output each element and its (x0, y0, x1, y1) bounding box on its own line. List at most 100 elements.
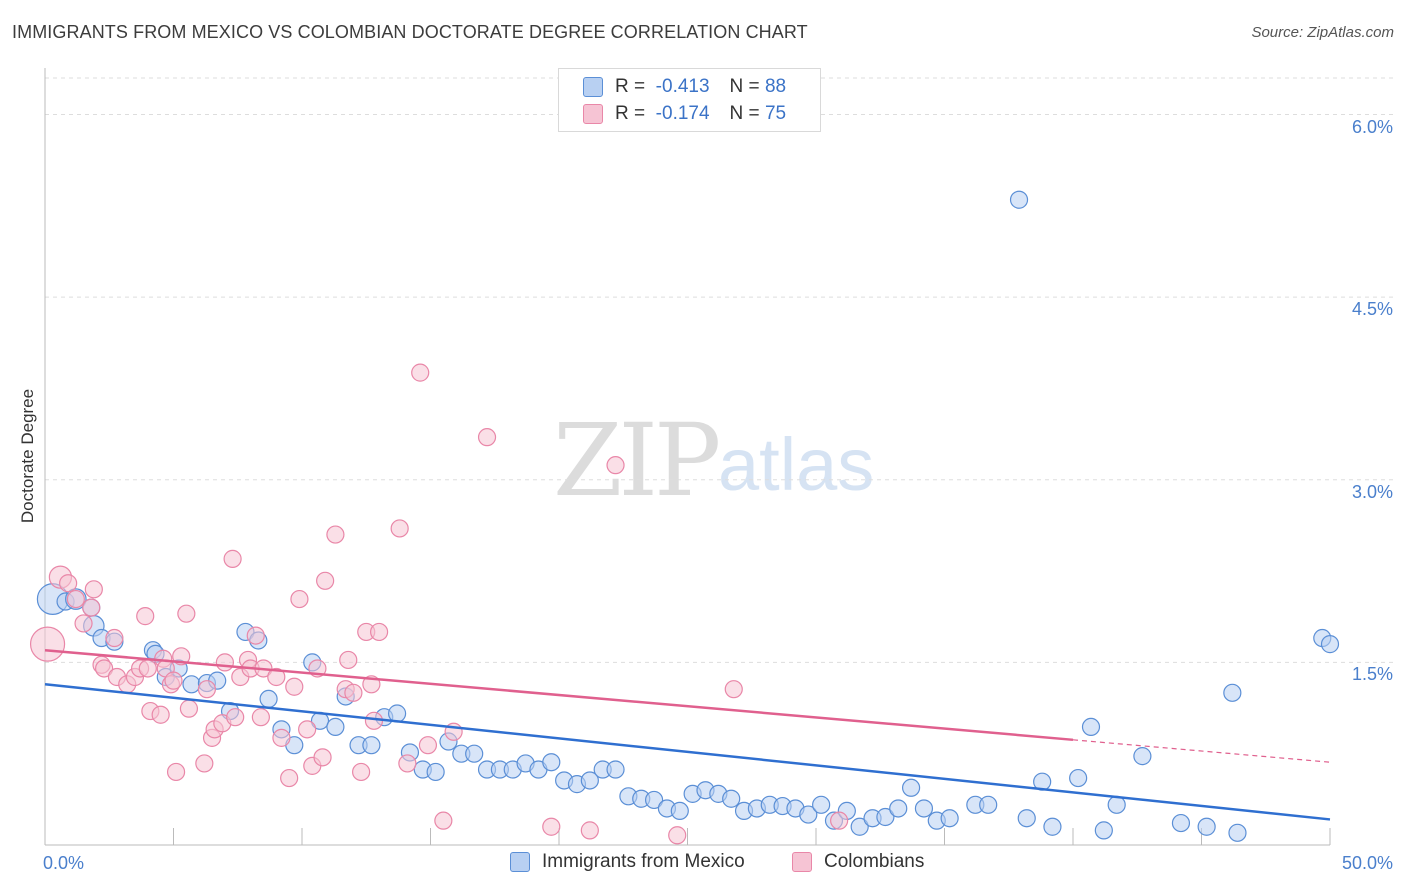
point-colombians (285, 677, 304, 696)
point-colombians (84, 580, 103, 599)
watermark-zip: ZIP (553, 402, 721, 519)
point-mexico (799, 805, 818, 824)
point-mexico (1043, 817, 1062, 836)
legend-swatch-mexico (583, 77, 603, 97)
point-colombians (95, 659, 114, 678)
point-colombians (352, 762, 371, 782)
point-mexico (580, 771, 599, 790)
point-colombians (166, 762, 186, 782)
bottom-legend-label-colombians: Colombians (824, 851, 925, 872)
point-colombians (29, 626, 66, 662)
point-colombians (326, 525, 345, 544)
legend-n-label: N = (729, 103, 760, 124)
point-mexico (606, 760, 625, 779)
chart-title: IMMIGRANTS FROM MEXICO VS COLOMBIAN DOCT… (12, 22, 808, 42)
point-colombians (223, 549, 242, 568)
bottom-legend-colombians: Colombians (792, 851, 924, 873)
point-colombians (164, 671, 183, 690)
legend-r-label: R = (615, 103, 646, 124)
point-colombians (344, 683, 363, 702)
point-mexico (182, 675, 201, 694)
point-mexico (979, 795, 998, 814)
point-mexico (326, 717, 345, 737)
point-colombians (398, 754, 417, 773)
point-colombians (74, 614, 93, 633)
legend-swatch-colombians (583, 104, 603, 124)
point-mexico (644, 790, 664, 810)
point-mexico (876, 807, 895, 827)
legend-row-colombians: R = -0.174 N = 75 (583, 101, 787, 127)
point-colombians (179, 699, 199, 718)
point-mexico (722, 789, 741, 808)
point-mexico (1017, 809, 1036, 828)
point-mexico (1223, 683, 1242, 702)
point-colombians (82, 598, 101, 617)
point-colombians (606, 456, 625, 475)
legend-n-label: N = (729, 76, 760, 97)
point-mexico (812, 795, 831, 814)
point-colombians (316, 571, 335, 590)
point-mexico (889, 799, 908, 818)
point-colombians (298, 720, 317, 739)
point-colombians (105, 628, 124, 648)
point-colombians (215, 653, 234, 672)
point-colombians (136, 607, 155, 626)
point-mexico (1094, 821, 1113, 840)
point-colombians (411, 363, 430, 382)
point-colombians (280, 768, 299, 788)
point-mexico (901, 778, 921, 797)
point-colombians (668, 826, 687, 845)
trendline-colombians (44, 648, 1074, 742)
point-colombians (272, 728, 291, 747)
legend-n-value-colombians: 75 (764, 103, 787, 124)
x-tick-label: 50.0% (1341, 853, 1393, 873)
point-colombians (390, 519, 409, 538)
point-mexico (670, 801, 689, 821)
point-colombians (724, 680, 743, 699)
watermark-atlas: atlas (718, 423, 875, 506)
point-mexico (1320, 635, 1340, 654)
point-colombians (418, 736, 438, 755)
point-colombians (151, 705, 170, 724)
point-mexico (426, 762, 445, 782)
point-colombians (138, 659, 157, 678)
trendline-colombians-dashed (1072, 739, 1331, 763)
point-mexico (1069, 768, 1088, 788)
y-tick-label: 6.0% (1351, 116, 1393, 137)
y-tick-label: 3.0% (1351, 481, 1393, 502)
point-mexico (1081, 717, 1101, 737)
trendline-mexico (44, 683, 1331, 821)
point-colombians (290, 589, 309, 609)
point-mexico (1009, 190, 1029, 209)
point-colombians (59, 574, 78, 593)
point-colombians (251, 708, 270, 727)
point-mexico (914, 799, 934, 818)
bottom-legend-label-mexico: Immigrants from Mexico (542, 851, 745, 872)
x-tick-label: 0.0% (43, 853, 85, 873)
legend-r-label: R = (615, 76, 646, 97)
legend-n-value-mexico: 88 (764, 76, 787, 97)
point-colombians (226, 708, 245, 727)
point-mexico (259, 689, 278, 709)
bottom-legend-swatch-colombians (792, 852, 812, 872)
point-mexico (1228, 823, 1247, 842)
point-colombians (477, 428, 497, 447)
point-colombians (370, 622, 389, 642)
bottom-legend-swatch-mexico (510, 852, 530, 872)
point-colombians (267, 667, 286, 687)
legend-r-value-mexico: -0.413 (655, 76, 710, 97)
point-mexico (1171, 813, 1191, 833)
legend: R = -0.413 N = 88 R = -0.174 N = 75 (558, 68, 821, 132)
y-tick-label: 4.5% (1351, 299, 1393, 320)
point-colombians (313, 748, 332, 767)
legend-r-value-colombians: -0.174 (655, 103, 710, 124)
point-mexico (1197, 817, 1216, 836)
point-mexico (465, 744, 484, 763)
source-label: Source: ZipAtlas.com (1251, 24, 1394, 41)
point-mexico (850, 817, 869, 836)
legend-row-mexico: R = -0.413 N = 88 (583, 74, 787, 100)
bottom-legend-mexico: Immigrants from Mexico (510, 851, 745, 873)
point-mexico (940, 809, 959, 828)
point-mexico (1133, 747, 1152, 766)
